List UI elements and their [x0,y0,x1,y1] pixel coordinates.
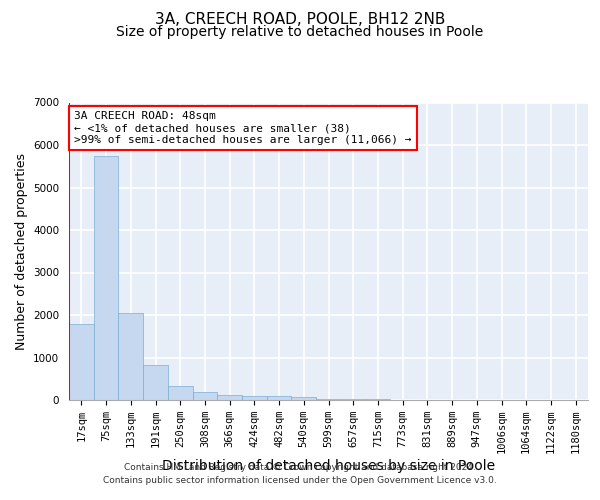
Text: Contains HM Land Registry data © Crown copyright and database right 2024.: Contains HM Land Registry data © Crown c… [124,464,476,472]
Bar [292,397,316,400]
Bar [341,399,365,400]
Text: Contains public sector information licensed under the Open Government Licence v3: Contains public sector information licen… [103,476,497,485]
Bar [69,324,94,400]
Y-axis label: Number of detached properties: Number of detached properties [14,153,28,350]
Bar [118,313,143,400]
Bar [193,392,217,400]
Bar [242,396,267,400]
Bar [94,156,118,400]
Bar [267,396,292,400]
X-axis label: Distribution of detached houses by size in Poole: Distribution of detached houses by size … [162,459,495,473]
Bar [143,365,168,400]
Text: 3A CREECH ROAD: 48sqm
← <1% of detached houses are smaller (38)
>99% of semi-det: 3A CREECH ROAD: 48sqm ← <1% of detached … [74,112,412,144]
Bar [168,386,193,400]
Bar [217,395,242,400]
Text: 3A, CREECH ROAD, POOLE, BH12 2NB: 3A, CREECH ROAD, POOLE, BH12 2NB [155,12,445,28]
Bar [316,398,341,400]
Text: Size of property relative to detached houses in Poole: Size of property relative to detached ho… [116,25,484,39]
